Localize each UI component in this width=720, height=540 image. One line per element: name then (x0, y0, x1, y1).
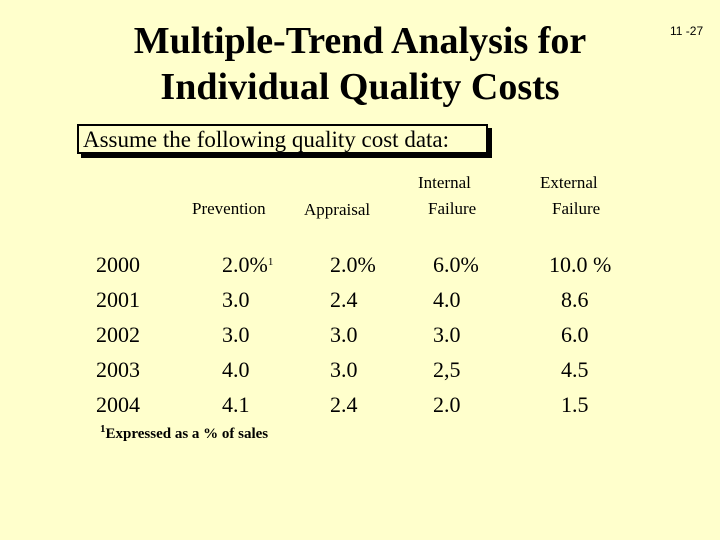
header-external-line2: Failure (552, 199, 601, 218)
title-line-1: Multiple-Trend Analysis for (133, 20, 587, 62)
cell-prevention: 3.0 (222, 287, 250, 312)
cell-appraisal: 2.4 (330, 287, 358, 312)
cell-prevention-value: 2.0% (222, 252, 268, 277)
footnote-ref: 1 (267, 256, 274, 268)
cell-external: 10.0 % (549, 252, 612, 277)
cell-internal: 6.0% (433, 252, 479, 277)
cell-external: 1.5 (561, 392, 589, 417)
cell-prevention: 4.0 (222, 357, 250, 382)
slide-title: Multiple-Trend Analysis for Individual Q… (60, 18, 660, 110)
cell-appraisal: 3.0 (330, 357, 358, 382)
header-external-line1: External (540, 173, 598, 192)
footnote-text: Expressed as a % of sales (105, 426, 269, 442)
cell-year: 2000 (96, 252, 140, 277)
subtitle-box: Assume the following quality cost data: (77, 124, 488, 154)
title-line-2: Individual Quality Costs (160, 66, 560, 108)
cell-internal: 4.0 (433, 287, 461, 312)
cell-appraisal: 2.4 (330, 392, 358, 417)
cell-year: 2002 (96, 322, 140, 347)
cell-prevention: 4.1 (222, 392, 250, 417)
cell-year: 2004 (96, 392, 140, 417)
footnote-marker: 1 (100, 423, 106, 435)
header-internal-line1: Internal (418, 173, 471, 192)
cell-prevention: 2.0%1 (222, 252, 273, 278)
cell-external: 8.6 (561, 287, 589, 312)
page-number: 11 -27 (670, 24, 704, 38)
header-appraisal: Appraisal (304, 200, 371, 219)
cell-appraisal: 2.0% (330, 252, 376, 277)
cell-internal: 2,5 (433, 357, 461, 382)
cell-year: 2001 (96, 287, 140, 312)
cell-external: 4.5 (561, 357, 589, 382)
cell-appraisal: 3.0 (330, 322, 358, 347)
subtitle-text: Assume the following quality cost data: (83, 127, 450, 152)
header-internal-line2: Failure (428, 199, 477, 218)
cell-prevention: 3.0 (222, 322, 250, 347)
header-prevention: Prevention (192, 199, 266, 218)
footnote: 1Expressed as a % of sales (100, 423, 269, 443)
cell-year: 2003 (96, 357, 140, 382)
cell-internal: 2.0 (433, 392, 461, 417)
cell-external: 6.0 (561, 322, 589, 347)
cell-internal: 3.0 (433, 322, 461, 347)
